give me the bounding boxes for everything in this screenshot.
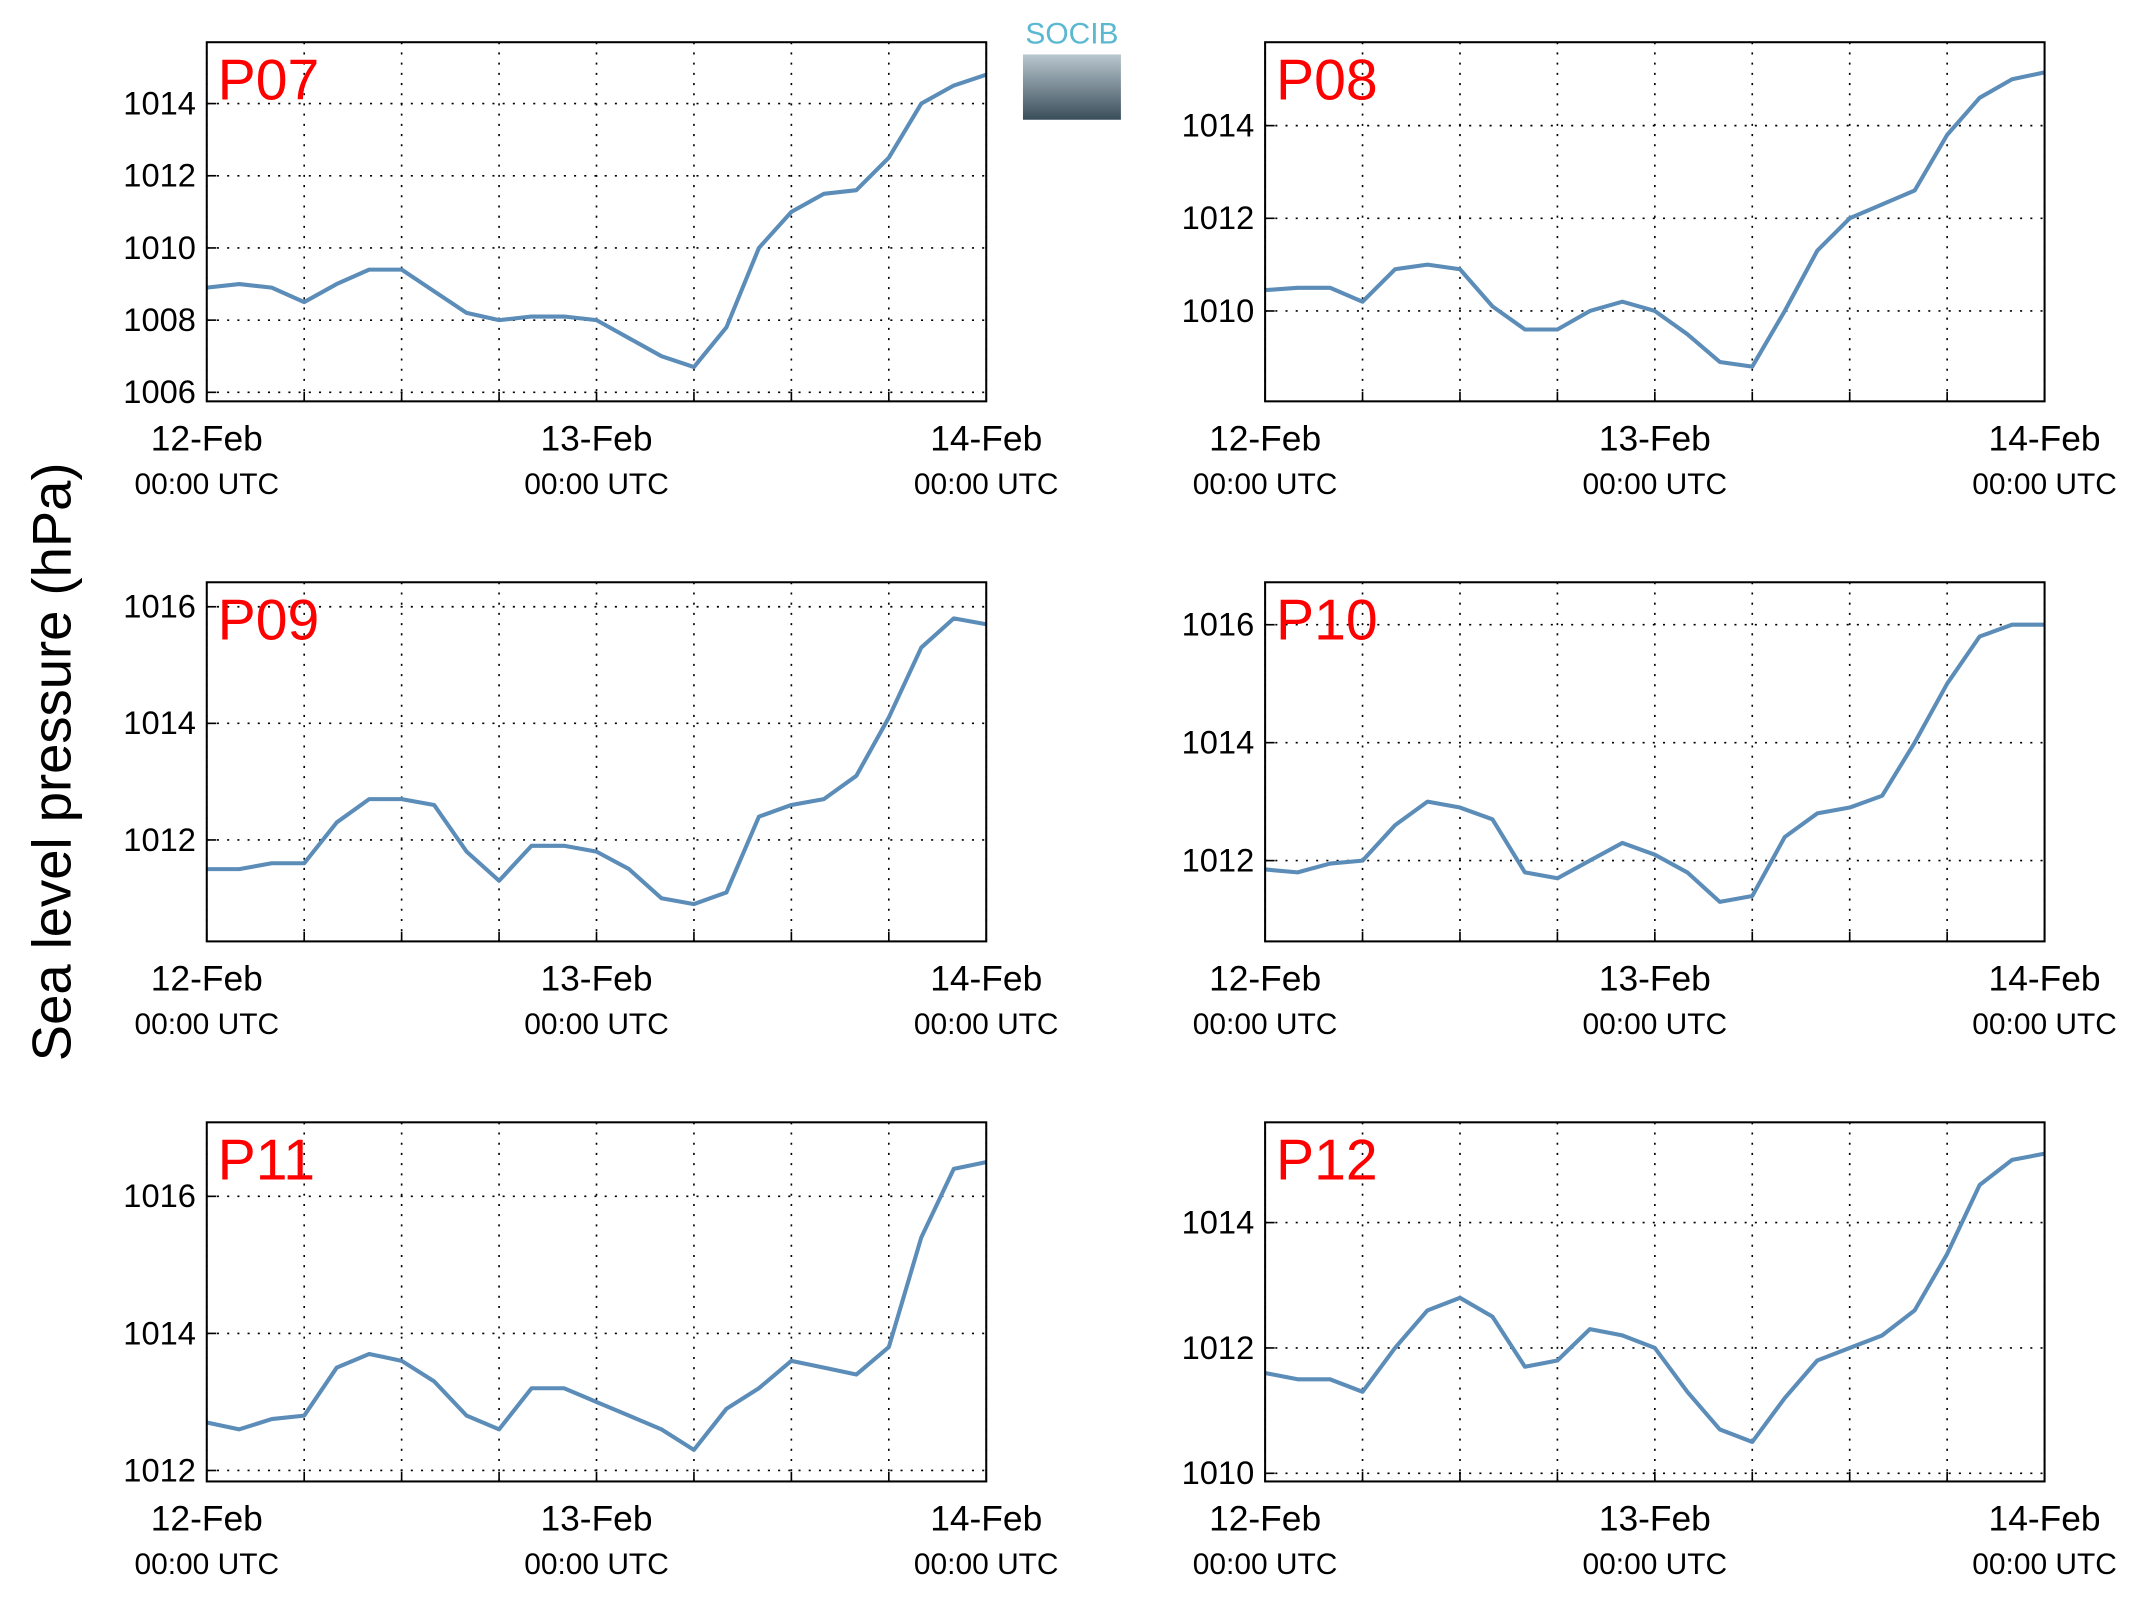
y-tick-label: 1014: [1182, 107, 1255, 144]
y-tick-label: 1012: [123, 1451, 196, 1488]
x-tick-label: 13-Feb: [540, 959, 652, 998]
data-line: [1264, 622, 2045, 904]
subplot: 1012 1014 1016 12-Feb 00:00 UTC 13-Feb 00:00 U…: [123, 581, 1059, 1041]
x-tick-sublabel: 00:00 UTC: [1583, 468, 1728, 501]
x-tick-sublabel: 00:00 UTC: [1193, 1548, 1338, 1581]
x-tick-label: 12-Feb: [1209, 959, 1321, 998]
plot-border: [1264, 581, 2046, 943]
x-tick-label: 13-Feb: [1599, 1499, 1711, 1538]
x-tick-label: 14-Feb: [1989, 1499, 2101, 1538]
x-tick-label: 14-Feb: [1989, 419, 2101, 458]
panel-title: P12: [1276, 1128, 1378, 1192]
y-tick-label: 1016: [1182, 606, 1255, 643]
plot-frame: [1265, 1122, 2045, 1482]
x-tick-sublabel: 00:00 UTC: [914, 468, 1059, 501]
plot-border: [205, 581, 988, 943]
y-tick-label: 1014: [1182, 1203, 1255, 1240]
panel-title: P10: [1276, 588, 1378, 652]
subplot: 1012 1014 1016 12-Feb 00:00 UTC 13-Feb 00:00 U…: [123, 1121, 1059, 1581]
subplot: 1012 1014 1016 12-Feb 00:00 UTC 13-Feb 00:00 U…: [1182, 581, 2117, 1041]
plot-frame: [1265, 42, 2045, 402]
panel-title: P11: [218, 1128, 315, 1192]
y-tick-label: 1016: [123, 588, 196, 625]
y-tick-label: 1012: [123, 821, 196, 858]
x-tick-sublabel: 00:00 UTC: [1193, 468, 1338, 501]
plot-border: [1264, 41, 2046, 403]
x-tick-label: 14-Feb: [1989, 959, 2101, 998]
x-tick-sublabel: 00:00 UTC: [1972, 1008, 2117, 1041]
y-tick-label: 1014: [123, 84, 196, 121]
y-tick-label: 1012: [1182, 199, 1255, 236]
y-tick-label: 1012: [123, 157, 196, 194]
x-tick-label: 12-Feb: [151, 419, 263, 458]
y-tick-label: 1016: [123, 1177, 196, 1214]
x-tick-label: 14-Feb: [930, 959, 1042, 998]
panel-title: P07: [218, 48, 320, 112]
x-tick-label: 12-Feb: [1209, 419, 1321, 458]
x-tick-label: 14-Feb: [930, 419, 1042, 458]
x-tick-label: 13-Feb: [1599, 959, 1711, 998]
y-tick-label: 1014: [123, 704, 196, 741]
logo-mark: [1022, 54, 1121, 120]
x-tick-sublabel: 00:00 UTC: [134, 468, 279, 501]
x-tick-sublabel: 00:00 UTC: [524, 1548, 669, 1581]
x-tick-label: 13-Feb: [540, 419, 652, 458]
panel-title: P08: [1276, 48, 1378, 112]
x-tick-sublabel: 00:00 UTC: [134, 1008, 279, 1041]
x-tick-sublabel: 00:00 UTC: [1972, 1548, 2117, 1581]
x-tick-sublabel: 00:00 UTC: [1972, 468, 2117, 501]
x-tick-sublabel: 00:00 UTC: [1193, 1008, 1338, 1041]
data-line: [1264, 70, 2046, 369]
x-tick-label: 12-Feb: [151, 959, 263, 998]
logo-text: SOCIB: [1025, 18, 1118, 51]
x-tick-sublabel: 00:00 UTC: [524, 468, 669, 501]
x-tick-label: 12-Feb: [151, 1499, 263, 1538]
y-axis-label: Sea level pressure (hPa): [22, 462, 83, 1061]
plot-border: [205, 1121, 988, 1483]
logo: SOCIB: [1022, 18, 1121, 120]
x-tick-label: 12-Feb: [1209, 1499, 1321, 1538]
x-tick-sublabel: 00:00 UTC: [1583, 1548, 1728, 1581]
plot-border: [1264, 1121, 2046, 1483]
y-tick-label: 1010: [1182, 292, 1255, 329]
plot-frame: [1265, 582, 2045, 942]
x-tick-sublabel: 00:00 UTC: [914, 1548, 1059, 1581]
y-tick-label: 1008: [123, 301, 196, 338]
plot-border: [205, 41, 988, 403]
x-tick-sublabel: 00:00 UTC: [1583, 1008, 1728, 1041]
data-line: [1264, 1151, 2045, 1444]
subplot: 1006 1008 1010 1012 1014 12-Feb 00:00 UTC 13-Fe…: [123, 41, 1059, 501]
subplot: 1010 1012 1014 12-Feb 00:00 UTC 13-Feb 00:00 U…: [1182, 1121, 2117, 1581]
y-tick-label: 1014: [1182, 724, 1255, 761]
data-line: [206, 1160, 987, 1452]
y-tick-label: 1010: [123, 229, 196, 266]
y-tick-label: 1014: [123, 1314, 196, 1351]
x-tick-label: 13-Feb: [1599, 419, 1711, 458]
data-line: [206, 616, 987, 907]
x-tick-label: 14-Feb: [930, 1499, 1042, 1538]
plot-frame: [206, 42, 987, 402]
y-tick-label: 1012: [1182, 841, 1255, 878]
panel-title: P09: [218, 588, 320, 652]
x-tick-label: 13-Feb: [540, 1499, 652, 1538]
plot-frame: [206, 582, 987, 942]
subplot: 1010 1012 1014 12-Feb 00:00 UTC 13-Feb 00:00 U…: [1182, 41, 2117, 501]
y-tick-label: 1010: [1182, 1454, 1255, 1491]
y-tick-label: 1006: [123, 373, 196, 410]
x-tick-sublabel: 00:00 UTC: [524, 1008, 669, 1041]
x-tick-sublabel: 00:00 UTC: [134, 1548, 279, 1581]
y-tick-label: 1012: [1182, 1329, 1255, 1366]
plot-frame: [206, 1122, 987, 1482]
data-line: [206, 72, 987, 370]
x-tick-sublabel: 00:00 UTC: [914, 1008, 1059, 1041]
